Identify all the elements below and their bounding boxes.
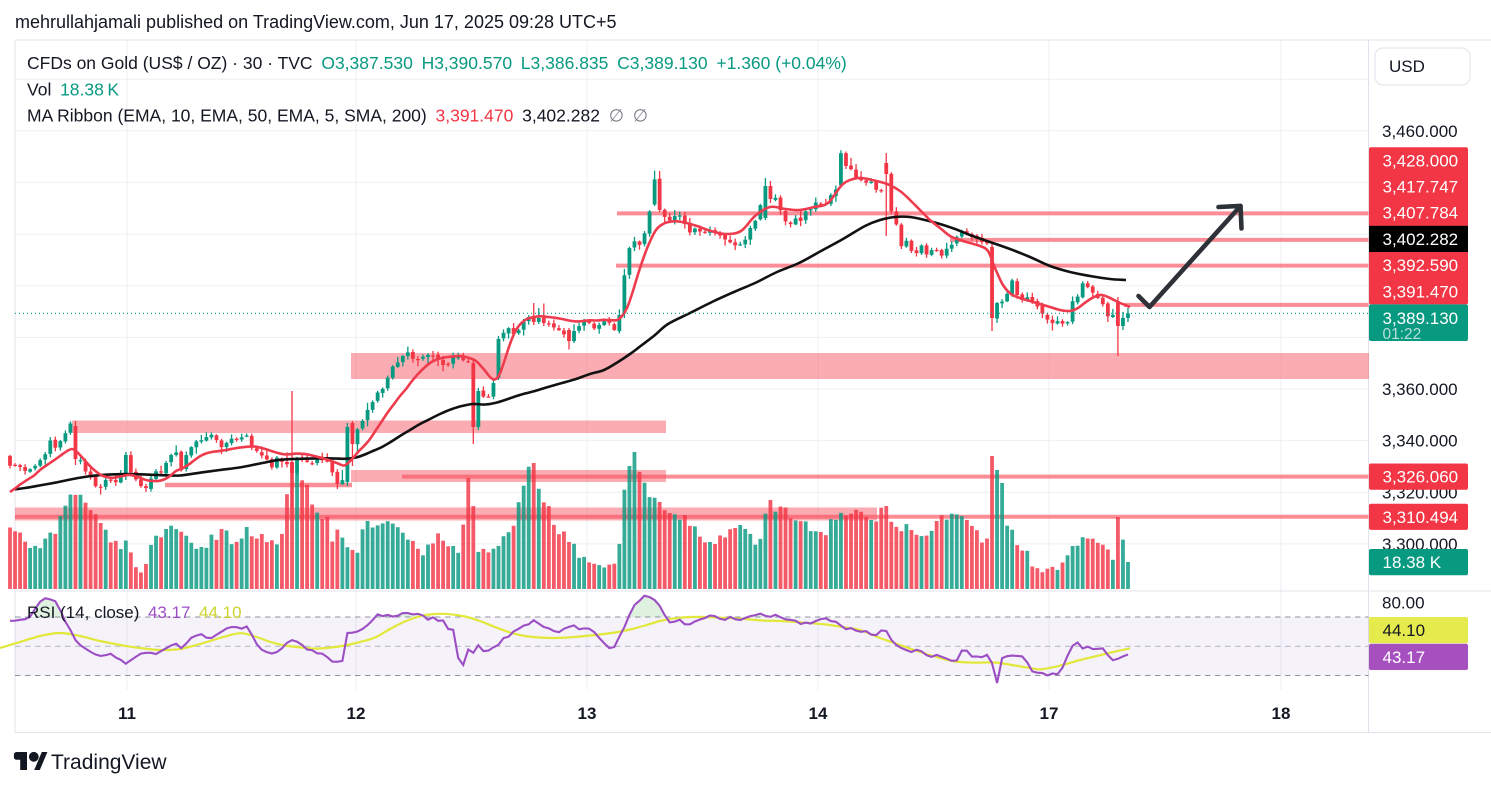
svg-text:3,460.000: 3,460.000 — [1382, 122, 1458, 141]
svg-text:3,360.000: 3,360.000 — [1382, 380, 1458, 399]
svg-text:44.10: 44.10 — [1383, 621, 1426, 640]
svg-text:MA Ribbon (EMA, 10, EMA, 50, E: MA Ribbon (EMA, 10, EMA, 50, EMA, 5, SMA… — [27, 106, 648, 126]
svg-text:80.00: 80.00 — [1382, 594, 1425, 613]
svg-text:3,417.747: 3,417.747 — [1383, 178, 1459, 197]
svg-text:3,392.590: 3,392.590 — [1383, 256, 1459, 275]
svg-text:RSI (14, close) 43.17 44.10: RSI (14, close) 43.17 44.10 — [27, 603, 242, 622]
svg-text:3,340.000: 3,340.000 — [1382, 432, 1458, 451]
svg-text:18.38 K: 18.38 K — [1383, 553, 1442, 572]
svg-text:3,407.784: 3,407.784 — [1383, 204, 1459, 223]
svg-text:43.17: 43.17 — [1383, 648, 1426, 667]
svg-text:3,402.282: 3,402.282 — [1383, 230, 1459, 249]
svg-text:11: 11 — [118, 704, 136, 723]
svg-text:13: 13 — [578, 704, 597, 723]
svg-text:17: 17 — [1040, 704, 1059, 723]
svg-text:CFDs on Gold (US$ / OZ) · 30 ·: CFDs on Gold (US$ / OZ) · 30 · TVC O3,38… — [27, 53, 847, 73]
svg-text:3,428.000: 3,428.000 — [1383, 151, 1459, 170]
svg-text:3,391.470: 3,391.470 — [1383, 282, 1459, 301]
svg-text:3,326.060: 3,326.060 — [1383, 468, 1459, 487]
svg-text:TradingView: TradingView — [51, 751, 167, 774]
svg-text:18: 18 — [1272, 704, 1291, 723]
svg-text:USD: USD — [1389, 57, 1425, 76]
svg-text:01:22: 01:22 — [1383, 326, 1422, 343]
svg-text:mehrullahjamali published on T: mehrullahjamali published on TradingView… — [15, 12, 617, 32]
svg-text:12: 12 — [347, 704, 366, 723]
svg-text:3,310.494: 3,310.494 — [1383, 508, 1459, 527]
svg-text:Vol 18.38 K: Vol 18.38 K — [27, 80, 119, 100]
svg-text:14: 14 — [809, 704, 828, 723]
svg-text:3,389.130: 3,389.130 — [1383, 309, 1459, 328]
